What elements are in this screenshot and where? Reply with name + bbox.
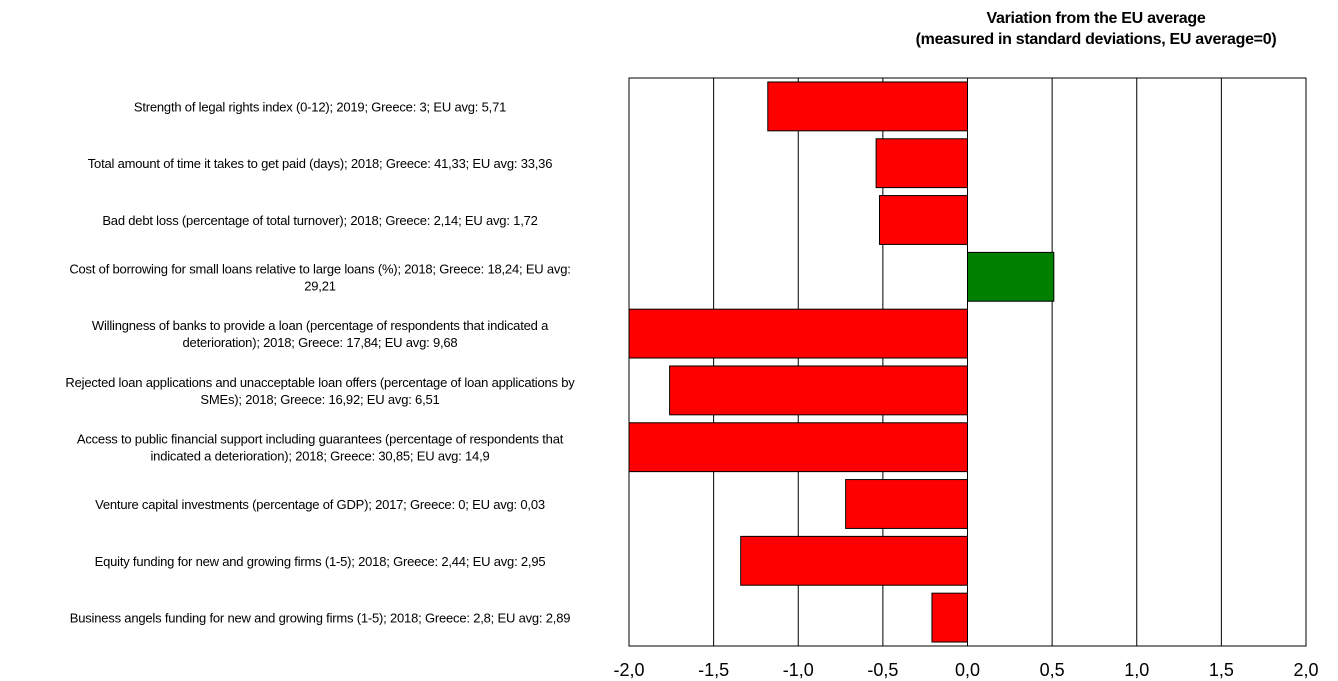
category-label: Cost of borrowing for small loans relati… [69,261,570,293]
x-tick-label: 0,0 [955,660,980,680]
category-label: Willingness of banks to provide a loan (… [92,318,549,350]
x-tick-label: 1,0 [1124,660,1149,680]
chart-title: Variation from the EU average [986,10,1206,27]
category-label: Equity funding for new and growing firms… [95,554,546,569]
bar [878,195,968,245]
category-label: Rejected loan applications and unaccepta… [65,375,575,407]
category-label: Venture capital investments (percentage … [95,497,545,512]
category-label: Bad debt loss (percentage of total turno… [102,213,537,228]
x-tick-label: 0,5 [1040,660,1065,680]
category-label: Access to public financial support inclu… [77,432,564,464]
category-labels: Strength of legal rights index (0-12); 2… [65,99,575,625]
bars [628,81,1055,643]
category-label: Total amount of time it takes to get pai… [88,156,552,171]
category-label: Business angels funding for new and grow… [70,611,571,626]
category-label: Strength of legal rights index (0-12); 2… [134,99,506,114]
bar [767,81,968,132]
plot-area-frame [628,77,1307,647]
bar [669,365,968,416]
x-tick-label: -2,0 [613,660,644,680]
chart-title-block: Variation from the EU average (measured … [866,8,1326,50]
x-tick-label: -1,5 [698,660,729,680]
x-tick-label: 1,5 [1209,660,1234,680]
chart-subtitle: (measured in standard deviations, EU ave… [915,31,1277,48]
bar [967,251,1055,302]
bar [875,138,968,189]
bar [740,535,969,586]
bar [628,308,968,359]
bar [845,479,969,529]
bar [931,592,969,643]
x-tick-label: -0,5 [867,660,898,680]
x-tick-labels: -2,0 -1,5 -1,0 -0,5 0,0 0,5 1,0 1,5 2,0 [613,660,1318,680]
bar [628,422,968,473]
x-tick-label: -1,0 [783,660,814,680]
x-tick-label: 2,0 [1293,660,1318,680]
